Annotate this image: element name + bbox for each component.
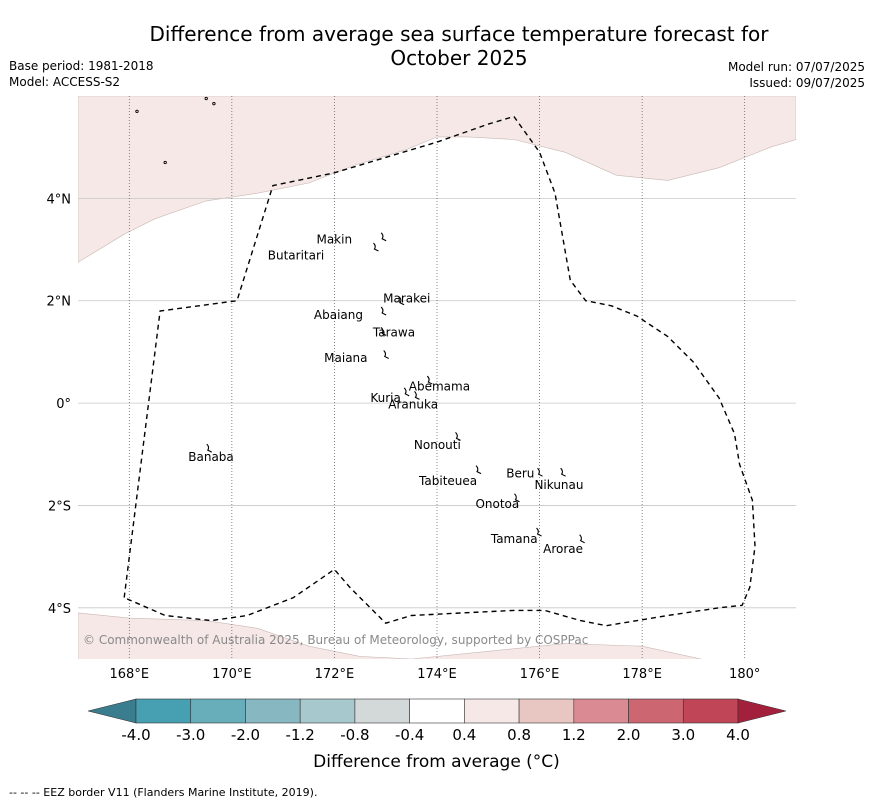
island-outline	[380, 232, 387, 242]
island-outline	[380, 327, 387, 336]
island-outline	[380, 306, 387, 316]
island-outline	[560, 467, 566, 477]
islet	[212, 102, 216, 106]
island-outline	[426, 375, 433, 385]
map-title: Difference from average sea surface temp…	[149, 22, 769, 70]
colorbar-segment	[682, 698, 739, 724]
x-tick-label: 172°E	[315, 667, 355, 682]
colorbar-tick-label: 3.0	[671, 726, 695, 744]
colorbar-tick-label: -0.8	[340, 726, 369, 744]
colorbar-segment	[573, 698, 629, 724]
island-label: Nikunau	[534, 478, 583, 492]
map-canvas: Makin Butaritari Marakei Abaiang Tarawa Maian…	[47, 96, 796, 682]
island-label: Banaba	[188, 450, 234, 464]
y-tick-label: 4°N	[47, 192, 72, 207]
colorbar-tick-label: -1.2	[286, 726, 315, 744]
islet	[204, 96, 208, 101]
island-label: Tabiteuea	[418, 474, 477, 488]
island-label: Butaritari	[268, 249, 325, 263]
colorbar-tick-label: -2.0	[231, 726, 260, 744]
meta-right: Model run: 07/07/2025 Issued: 09/07/2025	[728, 59, 865, 91]
model-run: Model run: 07/07/2025	[727, 60, 865, 74]
model-name: Model: ACCESS-S2	[9, 75, 121, 89]
y-tick-label: 2°S	[48, 499, 71, 514]
x-tick-label: 168°E	[110, 667, 150, 682]
colorbar-label: Difference from average (°C)	[313, 752, 560, 772]
colorbar-segment	[518, 698, 575, 724]
colorbar-tick-label: 4.0	[726, 726, 750, 744]
map-area: Makin Butaritari Marakei Abaiang Tarawa Maian…	[78, 96, 796, 659]
islet	[163, 160, 167, 165]
colorbar: -4.0 -3.0 -2.0 -1.2 -0.8 -0.4 0.4 0.8 1.2 2.0 3.0 4…	[87, 698, 787, 744]
y-tick-label: 0°	[56, 397, 71, 412]
island-label: Makin	[316, 232, 352, 246]
colorbar-segment	[245, 698, 301, 724]
colorbar-segment	[299, 698, 356, 724]
colorbar-tick-label: -0.4	[395, 726, 424, 744]
x-tick-label: 174°E	[417, 667, 457, 682]
island-outline	[403, 387, 410, 397]
island-outline	[537, 467, 543, 477]
island-label: Nonouti	[414, 438, 461, 452]
island-label: Tamana	[490, 532, 538, 546]
colorbar-segment	[135, 698, 192, 724]
eez-border	[123, 115, 756, 627]
x-tick-label: 178°E	[622, 667, 662, 682]
island-outline	[414, 391, 420, 400]
y-tick-label: 4°S	[48, 602, 71, 617]
colorbar-segment	[628, 698, 684, 724]
colorbar-segment	[190, 698, 246, 724]
colorbar-tick-label: 1.2	[562, 726, 586, 744]
island-label: Marakei	[383, 292, 430, 306]
y-tick-label: 2°N	[47, 295, 72, 310]
base-period: Base period: 1981-2018	[9, 59, 154, 73]
islet	[135, 109, 139, 114]
island-label: Arorae	[543, 542, 583, 556]
colorbar-tick-label: -3.0	[176, 726, 205, 744]
island-label: Maiana	[324, 351, 367, 365]
x-tick-label: 180°	[729, 667, 760, 682]
island-label: Onotoa	[475, 497, 519, 511]
island-label: Tarawa	[372, 325, 415, 339]
island-label: Beru	[506, 467, 534, 481]
island-outline	[536, 527, 542, 537]
island-outline	[383, 350, 389, 359]
x-tick-label: 176°E	[520, 667, 560, 682]
colorbar-segment	[354, 698, 410, 724]
colorbar-tick-label: 2.0	[617, 726, 641, 744]
issued-date: Issued: 09/07/2025	[749, 76, 865, 90]
x-tick-label: 170°E	[212, 667, 252, 682]
island-label: Abemama	[409, 380, 470, 394]
island-outline	[475, 465, 482, 475]
attribution-text: © Commonwealth of Australia 2025, Bureau…	[83, 633, 588, 647]
island-outline	[373, 242, 379, 252]
island-outline	[398, 296, 405, 306]
colorbar-tick-label: 0.8	[507, 726, 531, 744]
island-label: Kuria	[370, 391, 401, 405]
meta-left: Base period: 1981-2018 Model: ACCESS-S2	[9, 58, 154, 90]
island-outline	[206, 443, 213, 453]
anomaly-region-north	[78, 96, 796, 263]
colorbar-segment	[464, 698, 520, 724]
island-label: Abaiang	[314, 308, 363, 322]
colorbar-segment	[409, 698, 465, 724]
island-outline	[455, 431, 461, 441]
island-outline	[514, 493, 520, 503]
colorbar-tick-label: -4.0	[121, 726, 150, 744]
colorbar-over-arrow	[737, 698, 787, 724]
eez-legend: -- -- -- EEZ border V11 (Flanders Marine…	[9, 786, 318, 799]
colorbar-tick-label: 0.4	[452, 726, 476, 744]
colorbar-under-arrow	[87, 698, 137, 724]
island-label: Aranuka	[388, 398, 438, 412]
island-outline	[579, 534, 585, 544]
